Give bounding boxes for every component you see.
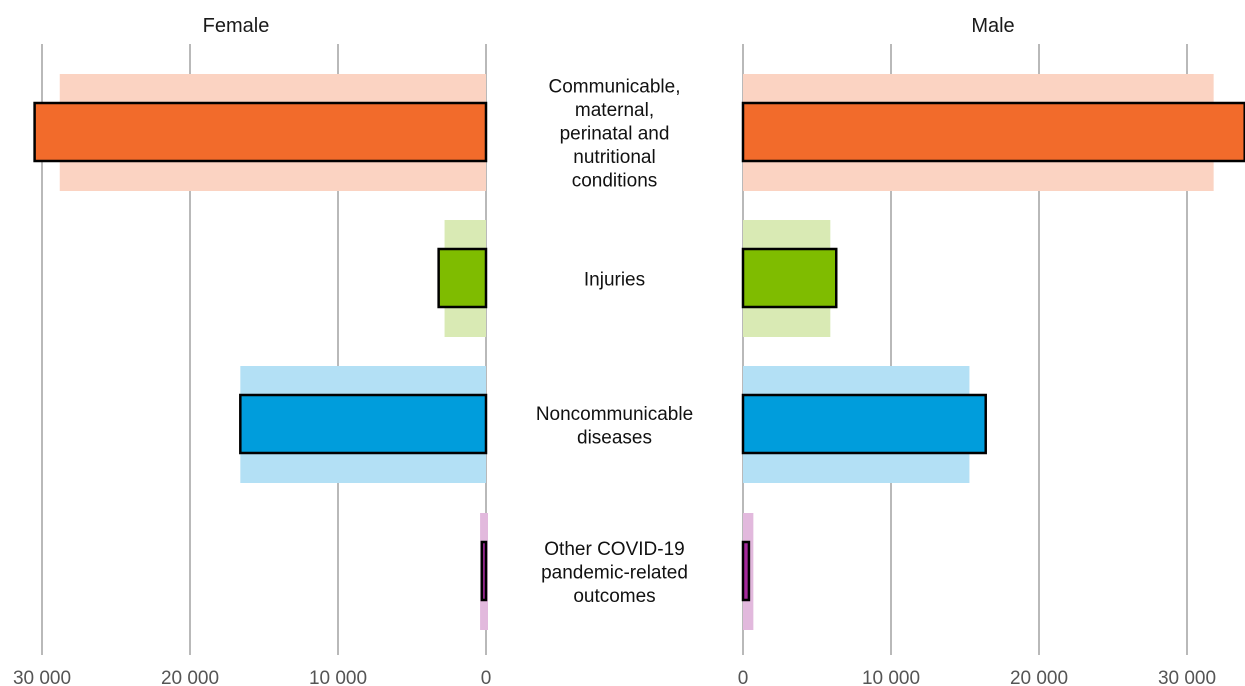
bar-male-injuries xyxy=(741,247,838,309)
bar-female-noncommunicable xyxy=(239,393,488,455)
bar-female-communicable xyxy=(33,101,488,163)
bar-male-communicable xyxy=(741,101,1245,163)
tick-label-male-30000: 30 000 xyxy=(1158,668,1216,686)
tick-label-male-0: 0 xyxy=(738,668,749,686)
bar-male-noncommunicable xyxy=(741,393,987,455)
tick-label-female-20000: 20 000 xyxy=(161,668,219,686)
category-label-injuries: Injuries xyxy=(584,270,645,291)
category-labels: Communicable, maternal, perinatal and nutri… xyxy=(536,77,693,608)
category-label-communicable: Communicable, maternal, perinatal and nutri… xyxy=(549,77,681,192)
panel-title-male: Male xyxy=(971,15,1014,37)
tick-label-male-10000: 10 000 xyxy=(862,668,920,686)
tick-label-female-0: 0 xyxy=(481,668,492,686)
tick-label-female-30000: 30 000 xyxy=(13,668,71,686)
bar-female-injuries xyxy=(437,247,488,309)
bars xyxy=(33,101,1245,602)
bar-male-other-covid xyxy=(741,540,751,602)
tick-labels: 0 0 10 000 10 000 20 000 20 000 30 000 30 000 xyxy=(13,668,1216,686)
category-label-other-covid: Other COVID-19 pandemic-related outcomes xyxy=(541,539,688,607)
tick-label-male-20000: 20 000 xyxy=(1010,668,1068,686)
tick-label-female-10000: 10 000 xyxy=(309,668,367,686)
panel-title-female: Female xyxy=(203,15,270,37)
bar-female-other-covid xyxy=(480,540,488,602)
category-label-noncommunicable: Noncommunicable diseases xyxy=(536,404,693,449)
